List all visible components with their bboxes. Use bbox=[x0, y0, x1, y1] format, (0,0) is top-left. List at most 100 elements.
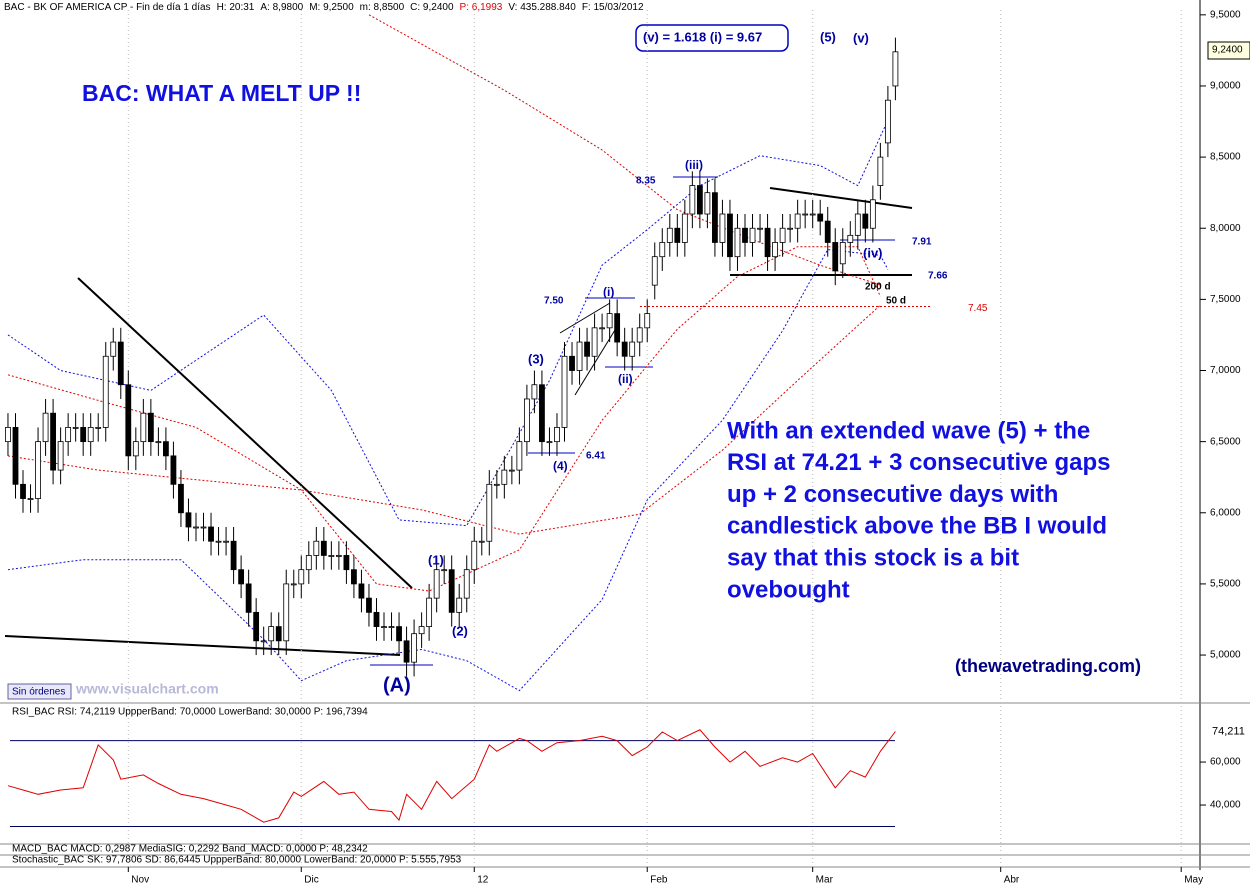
x-tick-label: Nov bbox=[131, 875, 149, 886]
candle-body bbox=[298, 569, 305, 585]
wave-markers bbox=[370, 176, 895, 666]
candle-body bbox=[140, 412, 147, 443]
candle-body bbox=[869, 199, 876, 229]
trend-line bbox=[4, 635, 401, 656]
candle-body bbox=[614, 313, 621, 343]
last-price-box bbox=[1207, 41, 1250, 60]
annotation: 7.91 bbox=[912, 237, 932, 248]
candle-body bbox=[561, 355, 568, 428]
candle-body bbox=[433, 569, 440, 599]
indicator-line bbox=[7, 119, 889, 527]
header-field: V: 435.288.840 bbox=[508, 2, 576, 13]
candle-body bbox=[824, 220, 831, 243]
candle-body bbox=[260, 640, 267, 643]
candle-body bbox=[381, 626, 387, 628]
annotation: (5) bbox=[820, 29, 836, 44]
annotation: (v) bbox=[853, 30, 869, 45]
candle-body bbox=[57, 441, 64, 471]
y-tick-label: 5,5000 bbox=[1210, 579, 1241, 590]
note-line: ovebought bbox=[727, 576, 850, 603]
annotation: 7.66 bbox=[928, 271, 948, 282]
y-tick-label: 7,5000 bbox=[1210, 294, 1241, 305]
candle-body bbox=[403, 640, 410, 663]
note-line: candlestick above the BB I would bbox=[727, 513, 1107, 540]
watermark: www.visualchart.com bbox=[75, 681, 219, 697]
candle-body bbox=[95, 427, 102, 429]
candle-body bbox=[275, 626, 282, 642]
annotation: (v) = 1.618 (i) = 9.67 bbox=[643, 29, 762, 44]
last-rsi-label: 74,211 bbox=[1212, 725, 1245, 737]
indicator-line bbox=[7, 304, 881, 535]
header-field: C: 9,2400 bbox=[410, 2, 454, 13]
candle-body bbox=[757, 227, 763, 230]
candle-body bbox=[531, 384, 538, 400]
candle-body bbox=[516, 441, 523, 471]
candle-body bbox=[305, 555, 312, 571]
candle-body bbox=[335, 555, 342, 557]
candle-body bbox=[696, 185, 703, 215]
candle-body bbox=[72, 427, 79, 429]
candle-body bbox=[779, 227, 786, 243]
candle-body bbox=[373, 611, 380, 627]
level-label: 7.45 bbox=[968, 303, 988, 314]
header-field: H: 20:31 bbox=[217, 2, 255, 13]
candle-body bbox=[599, 327, 606, 330]
candle-body bbox=[584, 341, 590, 357]
candle-body bbox=[343, 555, 350, 571]
annotation: 6.41 bbox=[586, 451, 606, 462]
candle-body bbox=[794, 213, 801, 229]
annotation: 50 d bbox=[886, 296, 906, 307]
candle-body bbox=[320, 540, 327, 556]
annotation: 8.35 bbox=[636, 176, 656, 187]
candle-body bbox=[636, 327, 643, 343]
x-tick-label: May bbox=[1184, 875, 1203, 886]
candle-body bbox=[215, 540, 222, 543]
candle-body bbox=[478, 540, 485, 543]
candle-body bbox=[839, 242, 846, 265]
candle-body bbox=[742, 227, 748, 243]
annotation: (iii) bbox=[685, 158, 703, 172]
candle-body bbox=[245, 583, 252, 613]
candle-body bbox=[230, 540, 237, 571]
candle-body bbox=[87, 427, 94, 443]
candle-body bbox=[147, 412, 154, 443]
candle-body bbox=[501, 469, 508, 485]
x-tick-label: Mar bbox=[816, 875, 834, 886]
last-price-label: 9,2400 bbox=[1212, 45, 1243, 56]
candle-body bbox=[884, 99, 891, 144]
candle-body bbox=[734, 227, 741, 258]
candle-body bbox=[847, 234, 854, 243]
annotation: (ii) bbox=[618, 372, 633, 386]
annotation: (1) bbox=[428, 552, 444, 567]
panel-header: MACD_BAC MACD: 0,2987 MediaSIG: 0,2292 B… bbox=[12, 844, 368, 855]
x-tick-label: Abr bbox=[1004, 875, 1020, 886]
annotation: (4) bbox=[553, 459, 568, 473]
annotation: (i) bbox=[603, 285, 614, 299]
candle-body bbox=[666, 227, 673, 243]
trend-line bbox=[559, 302, 611, 334]
candle-body bbox=[749, 227, 756, 243]
candle-body bbox=[366, 597, 372, 613]
candle-body bbox=[283, 583, 290, 642]
note-line: With an extended wave (5) + the bbox=[727, 417, 1090, 444]
candle-body bbox=[12, 427, 19, 485]
candle-body bbox=[426, 597, 433, 627]
candle-body bbox=[65, 427, 72, 443]
candle-body bbox=[441, 569, 448, 572]
candle-body bbox=[253, 611, 260, 642]
candle-body bbox=[132, 441, 139, 457]
candle-body bbox=[712, 192, 718, 243]
candle-body bbox=[629, 341, 636, 357]
candle-body bbox=[651, 256, 658, 286]
candle-body bbox=[892, 51, 899, 87]
candle-body bbox=[493, 483, 500, 486]
indicator-line bbox=[368, 14, 881, 286]
candle-body bbox=[576, 341, 583, 371]
candle-body bbox=[35, 441, 41, 499]
candle-body bbox=[832, 242, 839, 272]
candle-body bbox=[418, 626, 425, 635]
candle-body bbox=[200, 526, 207, 529]
candle-body bbox=[388, 626, 395, 628]
y-tick-label: 6,5000 bbox=[1210, 436, 1241, 447]
candle-body bbox=[862, 213, 869, 229]
